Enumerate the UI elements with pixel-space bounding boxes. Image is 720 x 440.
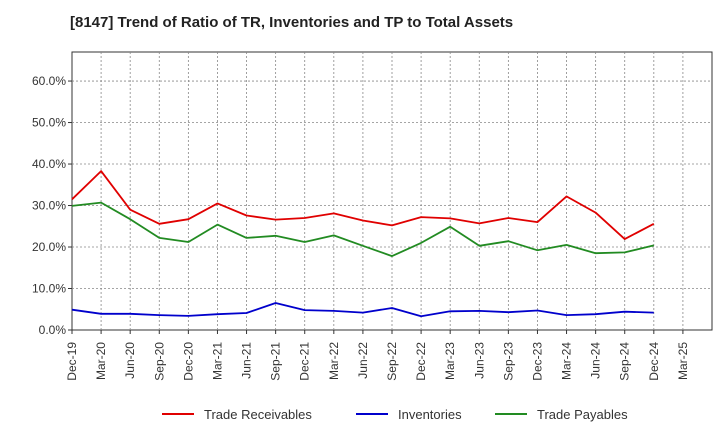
x-tick-label: Jun-24 [589,342,603,379]
legend-layer: Trade Receivables Inventories Trade Payabl… [162,407,628,422]
legend-label-3: Trade Payables [537,407,628,422]
x-tick-label: Sep-24 [618,342,632,381]
x-tick-label: Mar-21 [210,342,224,380]
series-line-1 [71,170,655,241]
x-tick-label: Dec-19 [65,342,79,381]
grid-layer [71,51,713,331]
legend-label-1: Trade Receivables [204,407,312,422]
legend-label-2: Inventories [398,407,462,422]
x-tick-label: Sep-21 [269,342,283,381]
x-tick-label: Mar-23 [443,342,457,380]
x-tick-label: Mar-24 [560,342,574,380]
y-tick-label: 20.0% [32,240,66,254]
y-tick-label: 10.0% [32,282,66,296]
x-tick-label: Dec-21 [298,342,312,381]
x-tick-label: Dec-24 [647,342,661,381]
x-tick-label: Jun-22 [356,342,370,379]
x-tick-label: Dec-20 [181,342,195,381]
x-tick-label: Jun-21 [240,342,254,379]
y-tick-label: 0.0% [39,323,67,337]
series-line-2 [71,302,654,318]
plot-frame [71,51,713,331]
x-tick-label: Dec-23 [530,342,544,381]
x-tick-label: Sep-23 [501,342,515,381]
x-tick-label: Sep-20 [152,342,166,381]
series-layer [71,170,655,318]
axis-layer: 0.0% 10.0% 20.0% 30.0% 40.0% 50.0% 60.0% Dec-19… [32,74,690,381]
x-tick-label: Mar-25 [676,342,690,380]
x-tick-label: Mar-22 [327,342,341,380]
series-line-3 [71,201,655,258]
x-tick-label: Jun-20 [123,342,137,379]
y-tick-label: 30.0% [32,199,66,213]
chart-title: [8147] Trend of Ratio of TR, Inventories… [70,14,514,31]
x-tick-label: Dec-22 [414,342,428,381]
x-tick-label: Jun-23 [472,342,486,379]
y-tick-label: 50.0% [32,116,66,130]
x-tick-label: Sep-22 [385,342,399,381]
y-tick-label: 40.0% [32,157,66,171]
y-tick-label: 60.0% [32,74,66,88]
x-tick-label: Mar-20 [94,342,108,380]
